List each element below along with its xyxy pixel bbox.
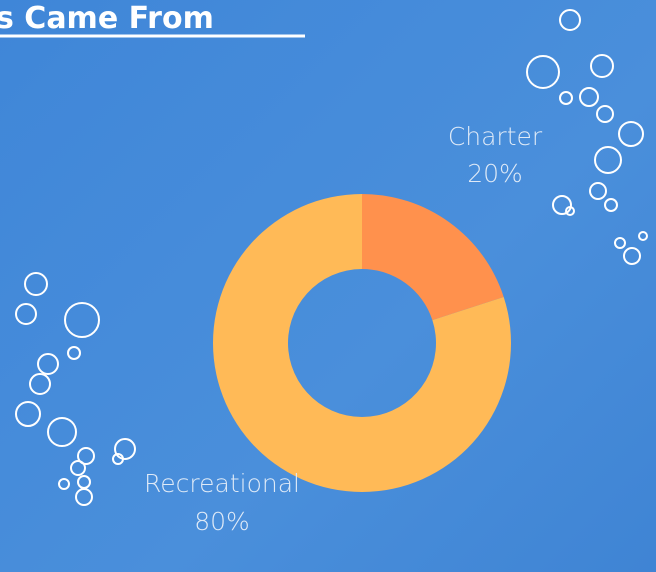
title: s Came From xyxy=(0,1,214,36)
donut-slice xyxy=(213,194,511,493)
slice-category-label: Charter xyxy=(448,122,543,151)
slice-value-label: 20% xyxy=(467,159,523,188)
slice-category-label: Recreational xyxy=(144,469,300,498)
slice-value-label: 80% xyxy=(194,507,250,536)
bubbles-right xyxy=(526,9,648,265)
bubbles-left xyxy=(15,272,136,506)
donut-slice xyxy=(362,194,504,321)
